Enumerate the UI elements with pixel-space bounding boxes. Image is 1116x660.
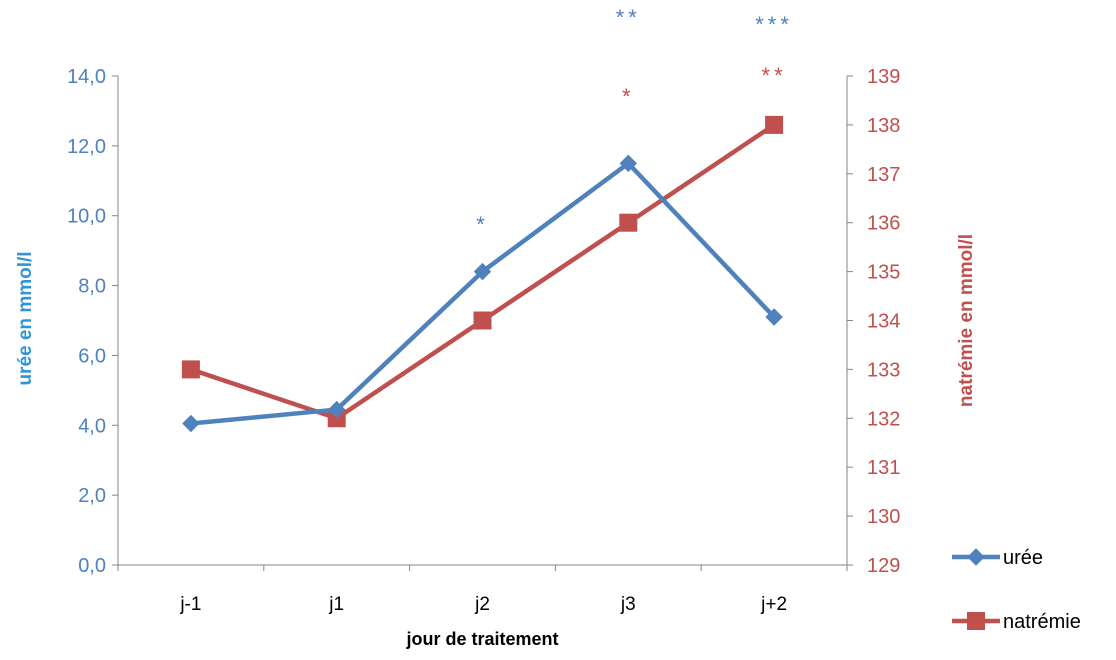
y-right-tick-label: 129: [867, 555, 900, 577]
y-left-tick-label: 6,0: [78, 345, 106, 367]
uree-point: [327, 400, 346, 419]
x-tick-label: j2: [474, 594, 490, 615]
legend-label: natrémie: [1003, 611, 1081, 633]
significance-annotation: **: [762, 63, 787, 88]
natremie-point: [765, 115, 784, 134]
uree-point: [473, 262, 492, 281]
y-left-tick-label: 4,0: [78, 415, 106, 437]
significance-annotation: *: [476, 212, 489, 237]
y-right-tick-label: 130: [867, 506, 900, 528]
x-tick-label: j-1: [179, 594, 201, 615]
x-tick-label: j+2: [760, 594, 787, 615]
y-left-axis-title: urée en mmol/l: [15, 251, 36, 385]
y-right-tick-label: 132: [867, 408, 900, 430]
y-right-tick-label: 134: [867, 311, 900, 333]
significance-annotation: ***: [755, 12, 793, 37]
natremie-point: [619, 213, 638, 232]
series-line-uree: [190, 161, 776, 426]
x-tick-label: j3: [620, 594, 636, 615]
y-left-tick-label: 8,0: [78, 276, 106, 298]
y-right-tick-label: 133: [867, 359, 900, 381]
y-right-tick-label: 135: [867, 262, 900, 284]
legend-label: urée: [1003, 547, 1043, 569]
y-right-tick-label: 139: [867, 66, 900, 88]
natremie-point: [181, 360, 200, 379]
legend-marker: [967, 612, 985, 630]
y-right-tick-label: 137: [867, 164, 900, 186]
y-right-tick-label: 131: [867, 457, 900, 479]
significance-annotation: *: [622, 84, 635, 109]
uree-point: [182, 414, 200, 433]
y-left-tick-label: 14,0: [67, 66, 106, 88]
y-right-axis-title: natrémie en mmol/l: [956, 234, 977, 407]
y-right-tick-label: 136: [867, 213, 900, 235]
y-left-tick-label: 10,0: [67, 206, 106, 228]
natremie-point: [327, 409, 346, 428]
y-left-tick-label: 12,0: [67, 136, 106, 158]
y-left-tick-label: 0,0: [78, 555, 106, 577]
uree-point: [765, 308, 783, 326]
x-tick-label: j1: [328, 594, 344, 615]
significance-annotation: **: [616, 5, 641, 30]
y-left-tick-label: 2,0: [78, 485, 106, 507]
x-axis-title: jour de traitement: [405, 629, 558, 649]
y-right-tick-label: 138: [867, 115, 900, 137]
legend-marker: [967, 548, 985, 566]
natremie-point: [473, 311, 492, 330]
uree-point: [619, 154, 638, 173]
